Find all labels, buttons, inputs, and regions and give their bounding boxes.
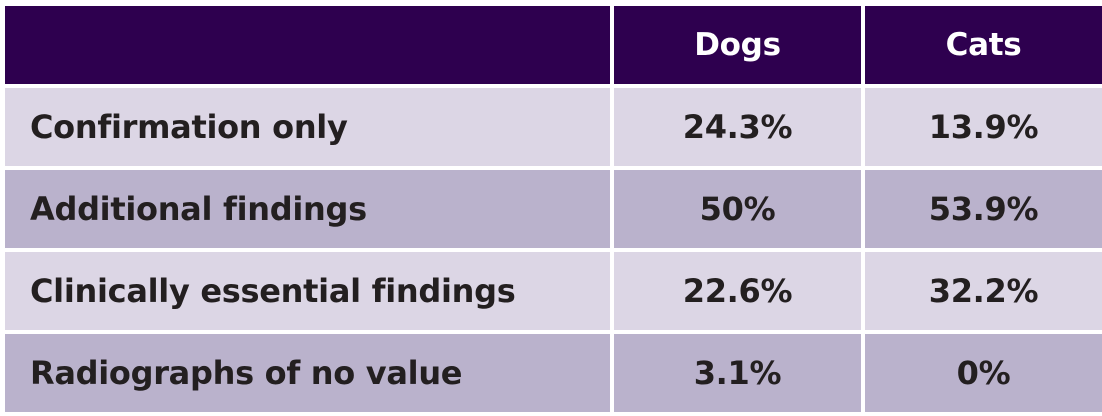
- cell-cats-value: 32.2%: [865, 252, 1102, 330]
- row-label: Radiographs of no value: [5, 334, 610, 412]
- header-cats: Cats: [865, 6, 1102, 84]
- cell-dogs-value: 22.6%: [614, 252, 861, 330]
- cell-cats-value: 13.9%: [865, 88, 1102, 166]
- row-label: Confirmation only: [5, 88, 610, 166]
- cell-dogs-value: 50%: [614, 170, 861, 248]
- row-label: Clinically essential findings: [5, 252, 610, 330]
- cell-cats-value: 0%: [865, 334, 1102, 412]
- header-empty-cell: [5, 6, 610, 84]
- header-dogs: Dogs: [614, 6, 861, 84]
- cell-dogs-value: 24.3%: [614, 88, 861, 166]
- results-table: Dogs Cats Confirmation only 24.3% 13.9% …: [5, 6, 1102, 412]
- cell-dogs-value: 3.1%: [614, 334, 861, 412]
- cell-cats-value: 53.9%: [865, 170, 1102, 248]
- row-label: Additional findings: [5, 170, 610, 248]
